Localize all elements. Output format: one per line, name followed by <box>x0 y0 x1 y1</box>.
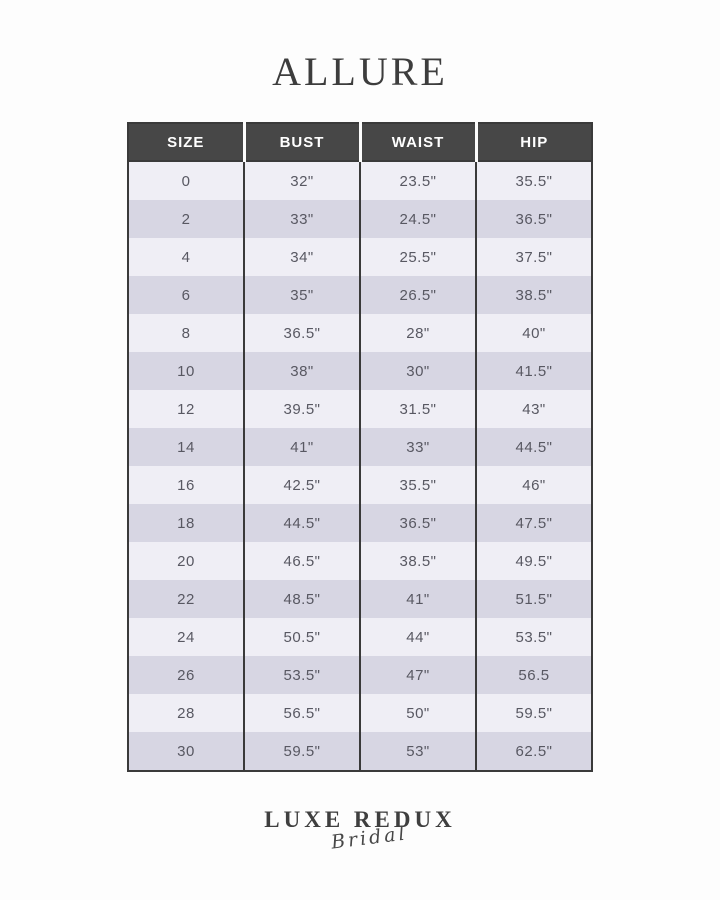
cell-hip: 44.5" <box>475 428 592 466</box>
cell-size: 12 <box>177 400 195 418</box>
cell-bust: 53.5" <box>243 656 360 694</box>
cell-waist: 47" <box>359 656 476 694</box>
cell-bust: 44.5" <box>243 504 360 542</box>
table-row: 14 41" 33" 44.5" <box>128 428 592 466</box>
cell-waist: 53" <box>359 732 476 771</box>
cell-size: 2 <box>181 210 191 228</box>
brand-wordmark: LUXE REDUX <box>264 807 456 832</box>
cell-size: 20 <box>177 552 195 570</box>
table-row: 12 39.5" 31.5" 43" <box>128 390 592 428</box>
cell-hip: 47.5" <box>475 504 592 542</box>
cell-waist: 38.5" <box>359 542 476 580</box>
cell-waist: 35.5" <box>359 466 476 504</box>
table-row: 2 33" 24.5" 36.5" <box>128 200 592 238</box>
cell-bust: 46.5" <box>243 542 360 580</box>
cell-bust: 34" <box>243 238 360 276</box>
cell-hip: 40" <box>475 314 592 352</box>
cell-bust: 38" <box>243 352 360 390</box>
table-row: 22 48.5" 41" 51.5" <box>128 580 592 618</box>
cell-hip: 41.5" <box>475 352 592 390</box>
cell-size: 8 <box>181 324 191 342</box>
cell-hip: 35.5" <box>475 161 592 200</box>
cell-hip: 56.5 <box>475 656 592 694</box>
cell-bust: 36.5" <box>243 314 360 352</box>
cell-waist: 50" <box>359 694 476 732</box>
cell-waist: 26.5" <box>359 276 476 314</box>
cell-size: 0 <box>181 172 191 190</box>
column-header-waist: WAIST <box>358 123 476 162</box>
table-row: 26 53.5" 47" 56.5 <box>128 656 592 694</box>
cell-hip: 46" <box>475 466 592 504</box>
cell-waist: 31.5" <box>359 390 476 428</box>
cell-waist: 36.5" <box>359 504 476 542</box>
cell-size: 10 <box>177 362 195 380</box>
size-chart-header: SIZE BUST WAIST HIP <box>128 123 592 162</box>
cell-size: 22 <box>177 590 195 608</box>
cell-bust: 59.5" <box>243 732 360 771</box>
cell-waist: 25.5" <box>359 238 476 276</box>
cell-bust: 48.5" <box>243 580 360 618</box>
cell-hip: 38.5" <box>475 276 592 314</box>
size-chart-table: SIZE BUST WAIST HIP 0 32" 23.5" 35.5" 2 33" 24… <box>127 122 593 772</box>
cell-bust: 50.5" <box>243 618 360 656</box>
cell-hip: 51.5" <box>475 580 592 618</box>
brand-logo: LUXE REDUX Bridal <box>0 807 720 854</box>
cell-size: 6 <box>181 286 191 304</box>
cell-waist: 41" <box>359 580 476 618</box>
cell-size: 16 <box>177 476 195 494</box>
cell-bust: 33" <box>243 200 360 238</box>
cell-waist: 33" <box>359 428 476 466</box>
cell-bust: 41" <box>243 428 360 466</box>
cell-bust: 32" <box>243 161 360 200</box>
cell-waist: 28" <box>359 314 476 352</box>
cell-size: 24 <box>177 628 195 646</box>
cell-hip: 53.5" <box>475 618 592 656</box>
table-row: 10 38" 30" 41.5" <box>128 352 592 390</box>
table-row: 8 36.5" 28" 40" <box>128 314 592 352</box>
cell-size: 18 <box>177 514 195 532</box>
cell-size: 4 <box>181 248 191 266</box>
cell-hip: 59.5" <box>475 694 592 732</box>
cell-bust: 39.5" <box>243 390 360 428</box>
header-row: SIZE BUST WAIST HIP <box>128 123 592 162</box>
cell-size: 30 <box>177 742 195 760</box>
column-header-bust: BUST <box>242 123 360 162</box>
column-header-size: SIZE <box>128 123 244 162</box>
table-row: 0 32" 23.5" 35.5" <box>128 161 592 200</box>
cell-hip: 43" <box>475 390 592 428</box>
table-row: 28 56.5" 50" 59.5" <box>128 694 592 732</box>
cell-hip: 36.5" <box>475 200 592 238</box>
table-row: 30 59.5" 53" 62.5" <box>128 732 592 771</box>
cell-hip: 62.5" <box>475 732 592 771</box>
cell-waist: 30" <box>359 352 476 390</box>
table-row: 24 50.5" 44" 53.5" <box>128 618 592 656</box>
cell-size: 14 <box>177 438 195 456</box>
cell-bust: 42.5" <box>243 466 360 504</box>
table-row: 16 42.5" 35.5" 46" <box>128 466 592 504</box>
cell-size: 28 <box>177 704 195 722</box>
table-row: 4 34" 25.5" 37.5" <box>128 238 592 276</box>
cell-waist: 44" <box>359 618 476 656</box>
cell-bust: 56.5" <box>243 694 360 732</box>
cell-hip: 37.5" <box>475 238 592 276</box>
cell-size: 26 <box>177 666 195 684</box>
cell-waist: 23.5" <box>359 161 476 200</box>
table-row: 18 44.5" 36.5" 47.5" <box>128 504 592 542</box>
size-table-body: 0 32" 23.5" 35.5" 2 33" 24.5" 36.5" 4 34" 25.5" 37.… <box>128 161 592 771</box>
cell-hip: 49.5" <box>475 542 592 580</box>
table-row: 6 35" 26.5" 38.5" <box>128 276 592 314</box>
column-header-hip: HIP <box>474 123 592 162</box>
page-title: ALLURE <box>272 49 448 94</box>
cell-bust: 35" <box>243 276 360 314</box>
table-row: 20 46.5" 38.5" 49.5" <box>128 542 592 580</box>
cell-waist: 24.5" <box>359 200 476 238</box>
